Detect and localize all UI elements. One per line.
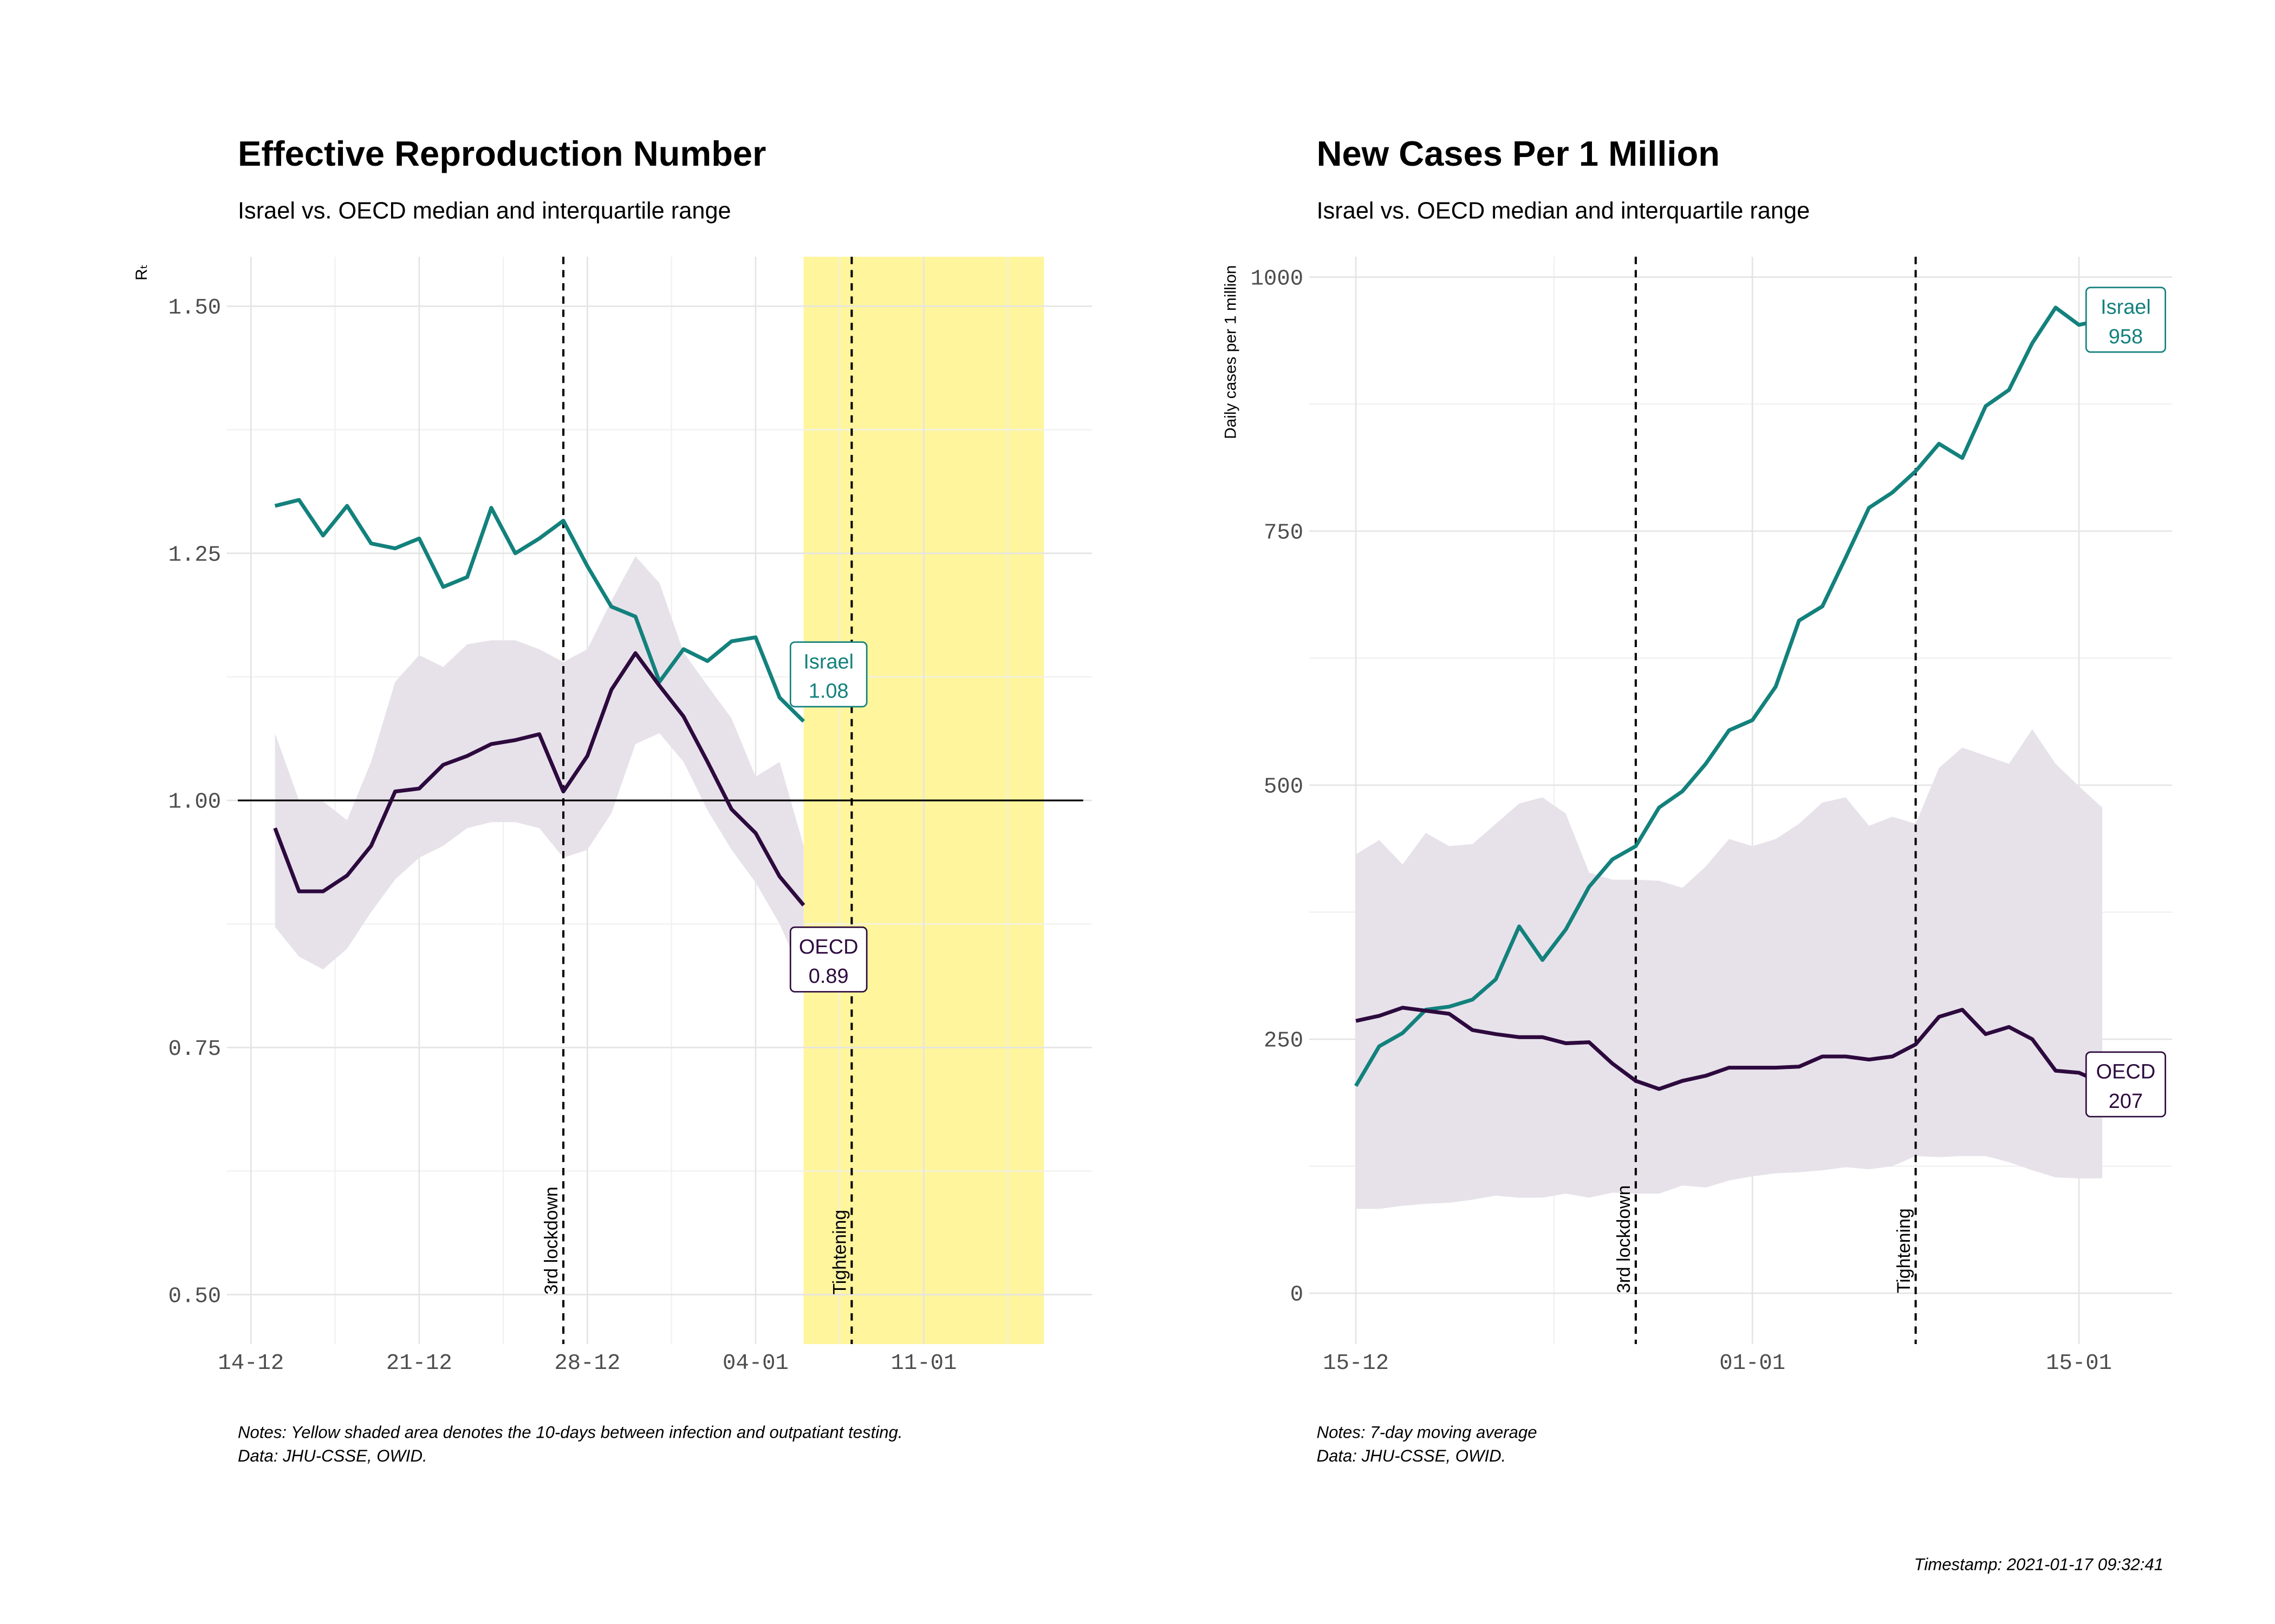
x-tick-label: 15-01 <box>2046 1351 2112 1376</box>
note: Data: JHU-CSSE, OWID. <box>1317 1446 1506 1465</box>
timestamp: Timestamp: 2021-01-17 09:32:41 <box>1914 1555 2163 1574</box>
y-tick-label: 1.00 <box>168 790 222 815</box>
x-tick-label: 01-01 <box>1719 1351 1785 1376</box>
event-label: 3rd lockdown <box>1614 1185 1634 1294</box>
interquartile-band <box>275 556 804 979</box>
x-tick-label: 04-01 <box>723 1351 789 1376</box>
end-label-value: 1.08 <box>809 680 849 703</box>
note: Notes: Yellow shaded area denotes the 10… <box>238 1423 903 1442</box>
chart: New Cases Per 1 Million Israel vs. OECD m… <box>1222 134 2173 1465</box>
x-tick-label: 15-12 <box>1323 1351 1389 1376</box>
y-tick-label: 250 <box>1264 1029 1303 1054</box>
series-line <box>273 651 805 906</box>
y-axis-label: Daily cases per 1 million <box>1222 265 1240 439</box>
end-label-value: 0.89 <box>809 965 849 988</box>
series-line <box>274 498 805 723</box>
y-tick-label: 0 <box>1290 1283 1303 1308</box>
event-label: 3rd lockdown <box>541 1186 562 1295</box>
x-tick-label: 14-12 <box>218 1351 284 1376</box>
end-label: OECD 0.89 <box>789 926 868 993</box>
note: Data: JHU-CSSE, OWID. <box>238 1446 427 1465</box>
y-tick-label: 1.25 <box>168 543 222 568</box>
end-label: OECD 207 <box>2085 1051 2166 1118</box>
series-line <box>1355 1006 2103 1091</box>
y-tick-label: 1000 <box>1251 266 1304 291</box>
event-label: Tightening <box>830 1210 850 1295</box>
end-label-box <box>789 926 868 993</box>
end-label-box <box>2085 286 2166 353</box>
chart-title: Effective Reproduction Number <box>238 134 766 173</box>
end-label: Israel 1.08 <box>789 641 868 708</box>
chart-subtitle: Israel vs. OECD median and interquartile… <box>1317 198 1810 224</box>
chart-title: New Cases Per 1 Million <box>1317 134 1720 173</box>
end-label: Israel 958 <box>2085 286 2166 353</box>
note: Notes: 7-day moving average <box>1317 1423 1537 1442</box>
x-tick-label: 21-12 <box>386 1351 452 1376</box>
y-tick-label: 500 <box>1264 774 1303 799</box>
chart-subtitle: Israel vs. OECD median and interquartile… <box>238 198 731 224</box>
y-axis-label: Rₜ <box>133 264 151 281</box>
event-label: Tightening <box>1894 1208 1914 1293</box>
y-tick-label: 1.50 <box>168 296 222 321</box>
chart: Effective Reproduction Number Israel vs. … <box>133 134 1093 1465</box>
y-tick-label: 0.50 <box>168 1284 222 1309</box>
end-label-box <box>789 641 868 708</box>
y-tick-label: 0.75 <box>168 1037 222 1062</box>
end-label-box <box>2085 1051 2166 1118</box>
end-label-value: 958 <box>2109 325 2143 348</box>
end-label-name: OECD <box>2096 1061 2156 1084</box>
x-tick-label: 28-12 <box>554 1351 620 1376</box>
end-label-name: OECD <box>799 936 859 958</box>
end-label-name: Israel <box>2101 296 2151 319</box>
series-line <box>1354 305 2103 1087</box>
end-label-value: 207 <box>2109 1090 2143 1113</box>
end-label-name: Israel <box>803 651 854 674</box>
x-tick-label: 11-01 <box>891 1351 957 1376</box>
y-tick-label: 750 <box>1264 520 1303 545</box>
